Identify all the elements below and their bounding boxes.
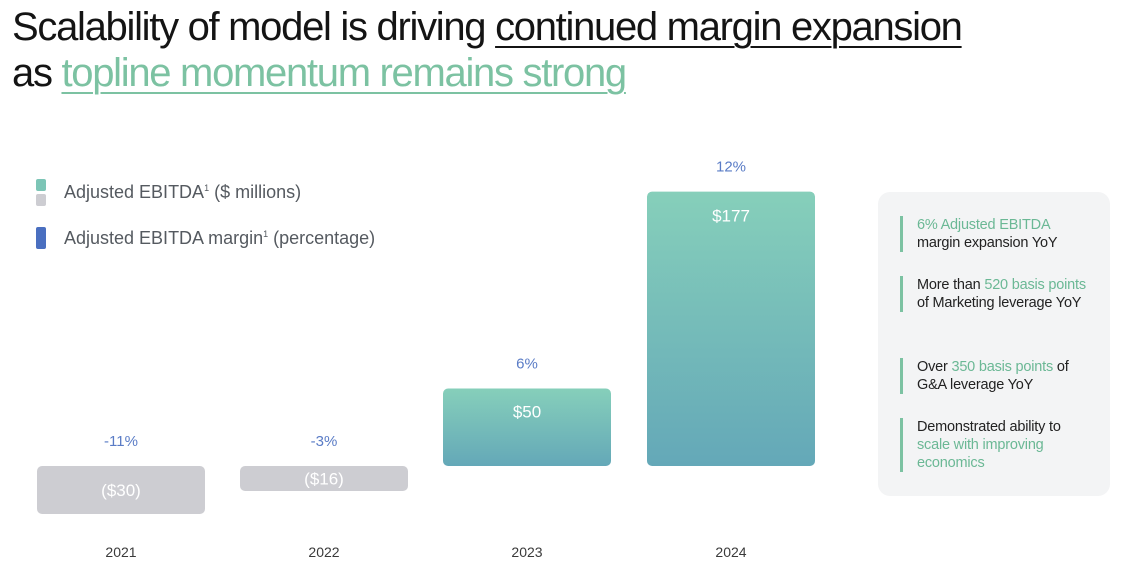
margin-label-2021: -11%	[104, 433, 138, 450]
bar-2021	[37, 466, 205, 514]
legend-margin-unit: (percentage)	[268, 227, 376, 248]
bar-value-label-2024: $177	[712, 207, 750, 226]
headline-line-2-plain: as	[12, 51, 62, 95]
headline-line-2: as topline momentum remains strong	[12, 50, 962, 96]
margin-label-2023: 6%	[516, 356, 538, 373]
callout-marketing-leverage: More than 520 basis points of Marketing …	[900, 276, 1097, 312]
legend-swatch-ebitda	[36, 178, 46, 206]
callout-3-pre: Demonstrated ability to	[917, 419, 1061, 435]
x-tick-2023: 2023	[511, 544, 542, 560]
chart-bars: ($30)-11%2021($16)-3%2022$506%2023$17712…	[37, 159, 815, 560]
headline: Scalability of model is driving continue…	[12, 4, 963, 96]
legend-swatch-margin-wrap	[36, 227, 46, 249]
bar-value-label-2023: $50	[513, 403, 541, 422]
legend-label-ebitda: Adjusted EBITDA1 ($ millions)	[64, 182, 301, 203]
headline-line-1-plain: Scalability of model is driving	[12, 5, 496, 49]
bar-2023	[443, 388, 611, 466]
legend-swatch-margin	[36, 227, 46, 249]
callout-2-pre: Over	[917, 359, 952, 375]
bar-2022	[240, 466, 408, 491]
callout-3-highlight: scale with improving economics	[917, 437, 1044, 471]
legend-label-margin: Adjusted EBITDA margin1 (percentage)	[64, 228, 375, 249]
bar-value-label-2021: ($30)	[101, 481, 141, 500]
callout-scale-economics: Demonstrated ability to scale with impro…	[900, 418, 1097, 472]
x-tick-2022: 2022	[308, 544, 339, 560]
legend-item-margin: Adjusted EBITDA margin1 (percentage)	[36, 226, 375, 250]
x-tick-2024: 2024	[715, 544, 746, 560]
legend-ebitda-footnote: 1	[204, 182, 210, 193]
margin-label-2024: 12%	[716, 159, 746, 176]
legend-margin-text: Adjusted EBITDA margin	[64, 227, 264, 248]
callout-1-text: of Marketing leverage YoY	[917, 295, 1082, 311]
callout-ga-leverage: Over 350 basis points of G&A leverage Yo…	[900, 358, 1097, 394]
legend-swatch-positive	[36, 178, 46, 191]
callout-2-text: of G&A leverage YoY	[917, 359, 1069, 393]
x-tick-2021: 2021	[105, 544, 136, 560]
callout-0-highlight: 6% Adjusted EBITDA	[917, 217, 1051, 233]
headline-line-1: Scalability of model is driving continue…	[12, 4, 963, 50]
legend-margin-footnote: 1	[263, 228, 269, 239]
callout-0-text: margin expansion YoY	[917, 235, 1058, 251]
headline-line-1-emphasis: continued margin expansion	[495, 5, 963, 49]
chart-legend: Adjusted EBITDA1 ($ millions) Adjusted E…	[36, 178, 375, 250]
margin-label-2022: -3%	[311, 433, 338, 450]
legend-swatch-negative	[36, 193, 46, 206]
callout-margin-expansion: 6% Adjusted EBITDA margin expansion YoY	[900, 216, 1097, 252]
legend-ebitda-text: Adjusted EBITDA	[64, 181, 205, 202]
callout-1-pre: More than	[917, 277, 985, 293]
bar-value-label-2022: ($16)	[304, 469, 344, 488]
callout-panel: 6% Adjusted EBITDA margin expansion YoY …	[878, 192, 1110, 496]
bar-2024	[647, 191, 815, 466]
callout-2-highlight: 350 basis points	[951, 359, 1054, 375]
ebitda-bar-chart: ($30)-11%2021($16)-3%2022$506%2023$17712…	[37, 159, 815, 560]
callout-1-highlight: 520 basis points	[984, 277, 1086, 293]
legend-ebitda-unit: ($ millions)	[209, 181, 302, 202]
headline-line-2-emphasis: topline momentum remains strong	[61, 51, 627, 95]
legend-item-ebitda: Adjusted EBITDA1 ($ millions)	[36, 178, 375, 206]
